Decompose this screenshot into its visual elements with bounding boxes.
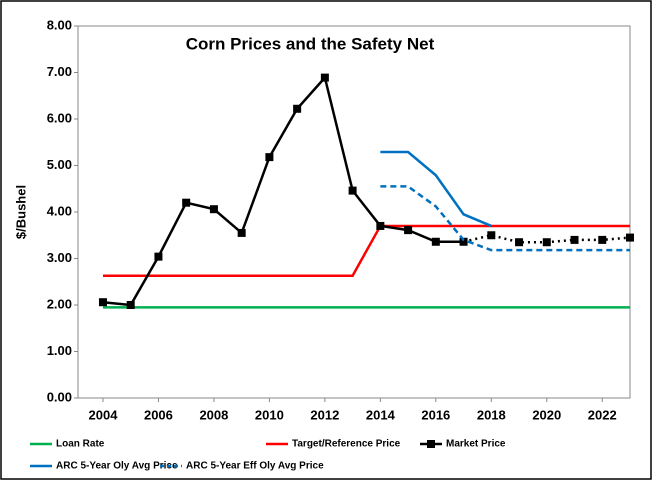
legend-label: Market Price	[446, 439, 506, 450]
y-tick-label: 3.00	[47, 250, 72, 265]
x-tick-label: 2004	[89, 407, 119, 422]
data-point	[265, 153, 274, 162]
data-point	[598, 235, 607, 244]
data-point	[626, 233, 634, 242]
y-tick-label: 6.00	[47, 110, 72, 125]
data-point	[404, 226, 413, 235]
data-point	[376, 221, 385, 230]
legend-marker	[427, 440, 435, 448]
data-point	[570, 235, 579, 244]
y-axis-label: $/Bushel	[13, 185, 28, 239]
data-point	[320, 73, 329, 82]
data-point	[237, 228, 246, 237]
data-point	[459, 237, 468, 246]
x-tick-label: 2020	[532, 407, 561, 422]
y-tick-label: 5.00	[47, 157, 72, 172]
x-tick-label: 2012	[310, 407, 339, 422]
legend-label: ARC 5-Year Oly Avg Price	[56, 461, 178, 472]
x-tick-label: 2008	[199, 407, 228, 422]
series-line	[102, 75, 464, 307]
data-point	[348, 186, 357, 195]
data-point	[209, 205, 218, 214]
data-point	[431, 237, 440, 246]
data-point	[293, 104, 302, 113]
x-tick-label: 2014	[366, 407, 396, 422]
chart-title: Corn Prices and the Safety Net	[186, 34, 435, 53]
series-line	[380, 185, 630, 252]
legend: Loan Rate Target/Reference Price Market Pr…	[30, 439, 506, 472]
data-point	[154, 252, 163, 261]
data-point	[542, 238, 551, 247]
y-tick-label: 2.00	[47, 296, 72, 311]
data-point	[126, 301, 135, 309]
data-point	[98, 298, 107, 307]
series-line	[102, 224, 630, 277]
x-tick-label: 2018	[477, 407, 506, 422]
y-tick-label: 7.00	[47, 64, 72, 79]
series-line	[380, 150, 492, 228]
x-tick-label: 2022	[588, 407, 617, 422]
y-tick-label: 0.00	[47, 389, 72, 404]
y-tick-label: 4.00	[47, 203, 72, 218]
y-tick-label: 1.00	[47, 343, 72, 358]
data-point	[182, 198, 191, 207]
x-tick-label: 2006	[144, 407, 173, 422]
legend-label: Loan Rate	[56, 439, 105, 450]
x-tick-label: 2010	[255, 407, 284, 422]
legend-label: ARC 5-Year Eff Oly Avg Price	[186, 461, 324, 472]
x-tick-label: 2016	[421, 407, 450, 422]
data-point	[487, 231, 496, 240]
legend-label: Target/Reference Price	[292, 439, 401, 450]
y-tick-label: 8.00	[47, 17, 72, 32]
data-point	[515, 238, 524, 247]
